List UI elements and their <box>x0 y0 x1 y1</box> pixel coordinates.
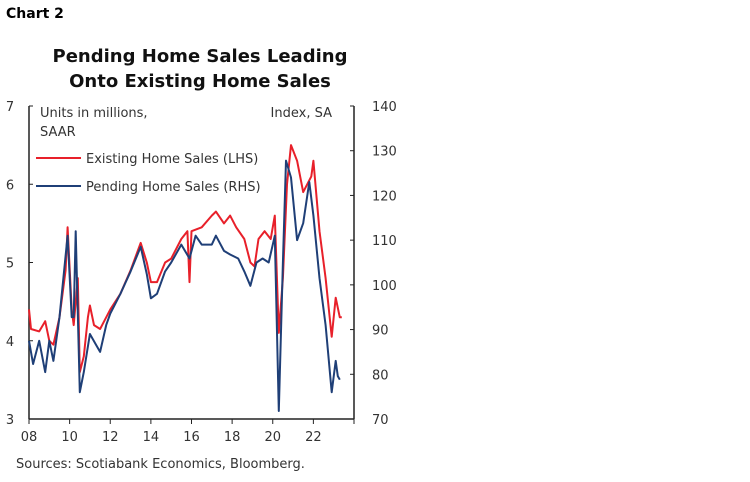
existing-home-sales-line <box>28 144 342 374</box>
x-tick-label: 10 <box>61 430 78 445</box>
legend-label-pending: Pending Home Sales (RHS) <box>86 180 261 195</box>
left-axis-label-1: Units in millions, <box>40 106 148 121</box>
x-tick-label: 18 <box>224 430 241 445</box>
left-tick-label: 5 <box>6 257 14 272</box>
title-line-2: Onto Existing Home Sales <box>69 71 331 92</box>
left-tick-label: 6 <box>6 178 14 193</box>
chart-label: Chart 2 <box>6 6 64 22</box>
pending-home-sales-line <box>28 159 341 412</box>
x-tick-label: 20 <box>264 430 281 445</box>
source-note: Sources: Scotiabank Economics, Bloomberg… <box>16 457 305 472</box>
right-tick-label: 140 <box>372 100 397 115</box>
legend-label-existing: Existing Home Sales (LHS) <box>86 152 258 167</box>
right-axis-label: Index, SA <box>271 106 333 121</box>
title-line-1: Pending Home Sales Leading <box>52 46 348 67</box>
right-tick-label: 130 <box>372 145 397 160</box>
x-tick-label: 16 <box>183 430 200 445</box>
left-tick-label: 7 <box>6 100 14 115</box>
left-tick-label: 3 <box>6 413 14 428</box>
right-tick-label: 100 <box>372 279 397 294</box>
right-tick-label: 120 <box>372 189 397 204</box>
chart-title: Pending Home Sales Leading Onto Existing… <box>30 44 370 94</box>
left-tick-label: 4 <box>6 335 14 350</box>
right-tick-label: 70 <box>372 413 389 428</box>
left-axis-label-2: SAAR <box>40 125 76 140</box>
x-tick-label: 22 <box>305 430 322 445</box>
x-tick-label: 08 <box>21 430 38 445</box>
x-tick-label: 12 <box>102 430 119 445</box>
right-tick-label: 90 <box>372 324 389 339</box>
x-tick-label: 14 <box>143 430 160 445</box>
right-tick-label: 110 <box>372 234 397 249</box>
right-tick-label: 80 <box>372 368 389 383</box>
